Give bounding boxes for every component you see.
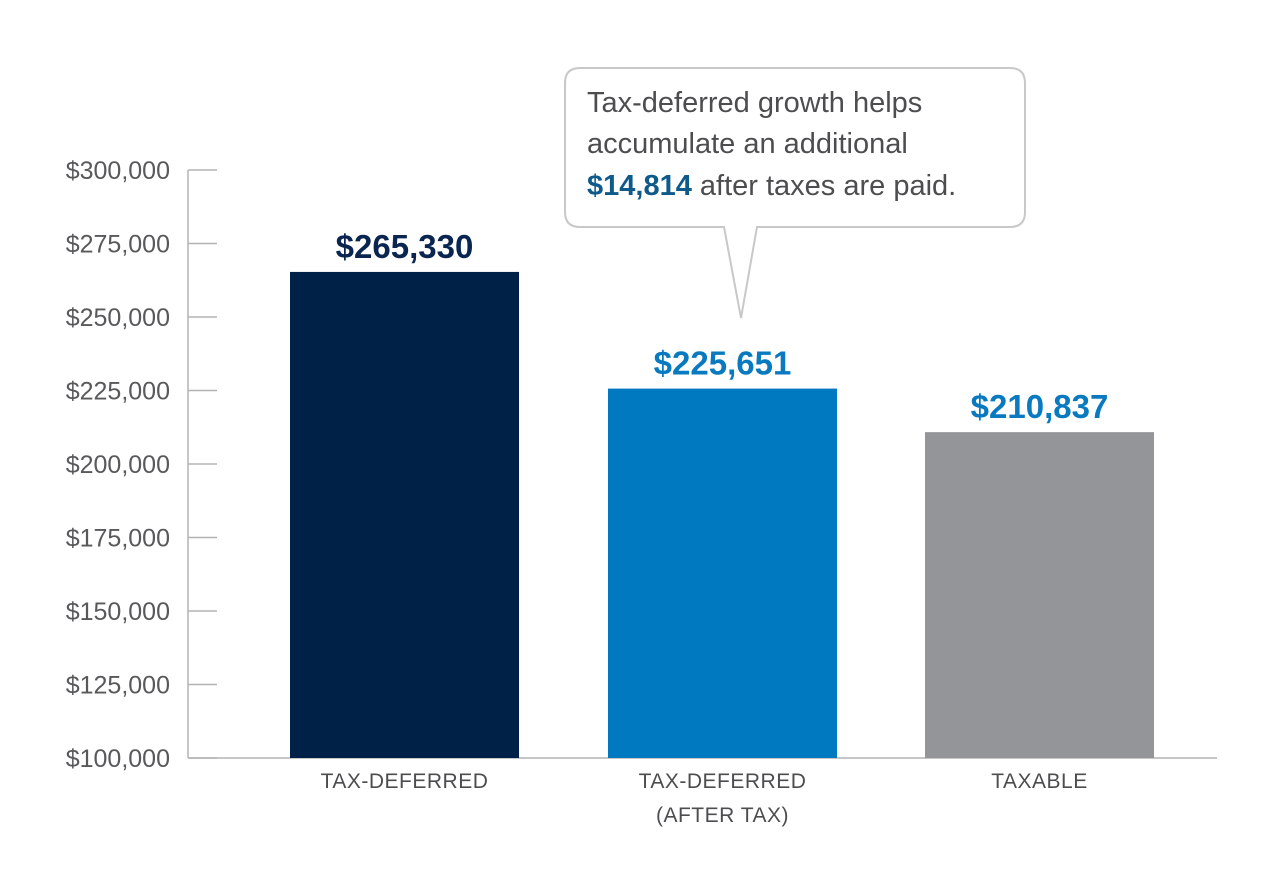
bar-value-label: $210,837 bbox=[971, 388, 1109, 425]
y-tick-label: $300,000 bbox=[66, 157, 170, 185]
y-tick-label: $275,000 bbox=[66, 231, 170, 259]
bar-value-label: $265,330 bbox=[336, 228, 474, 265]
callout-tail-text: after taxes are paid. bbox=[692, 170, 956, 202]
callout-line-1: Tax-deferred growth helps bbox=[587, 87, 922, 119]
axes: $100,000 $125,000 $150,000 $175,000 $200,000… bbox=[66, 157, 1217, 773]
callout-line-2: accumulate an additional bbox=[587, 128, 908, 160]
bar bbox=[925, 432, 1154, 758]
y-tick-label: $100,000 bbox=[66, 745, 170, 773]
bars: $265,330 TAX-DEFERRED $225,651 TAX-DEFERRED… bbox=[290, 228, 1154, 827]
callout-highlight-amount: $14,814 bbox=[587, 170, 692, 202]
y-tick-label: $125,000 bbox=[66, 672, 170, 700]
bar bbox=[290, 271, 519, 758]
y-tick-label: $175,000 bbox=[66, 525, 170, 553]
x-category-label: (AFTER TAX) bbox=[656, 804, 789, 827]
x-category-label: TAX-DEFERRED bbox=[639, 770, 807, 793]
callout: Tax-deferred growth helps accumulate an … bbox=[564, 67, 1026, 319]
y-tick-label: $250,000 bbox=[66, 304, 170, 332]
callout-line-3: $14,814 after taxes are paid. bbox=[587, 170, 956, 202]
bar-value-label: $225,651 bbox=[654, 345, 792, 382]
bar bbox=[608, 388, 837, 758]
x-category-label: TAXABLE bbox=[991, 770, 1087, 793]
callout-bubble bbox=[564, 67, 1026, 319]
y-tick-label: $200,000 bbox=[66, 451, 170, 479]
x-category-label: TAX-DEFERRED bbox=[321, 770, 489, 793]
y-tick-label: $150,000 bbox=[66, 598, 170, 626]
y-tick-label: $225,000 bbox=[66, 378, 170, 406]
